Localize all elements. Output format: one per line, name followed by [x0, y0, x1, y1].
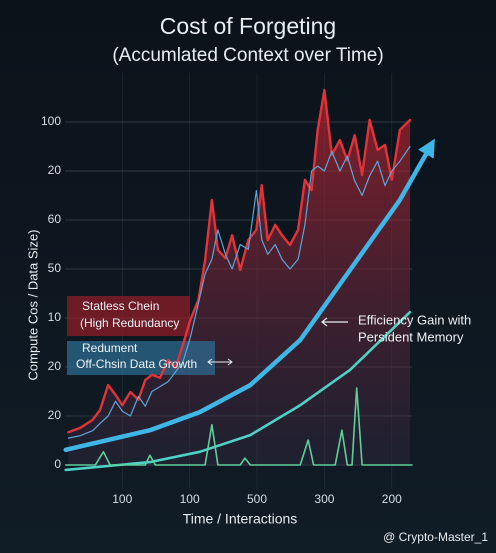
- data-line: [64, 387, 413, 466]
- y-tick-label: 20: [48, 359, 62, 373]
- annotation: Off-Chsin Data Growth: [76, 357, 197, 371]
- x-tick-label: 500: [247, 492, 267, 506]
- x-tick-label: 200: [382, 492, 402, 506]
- data-line: [67, 145, 411, 439]
- lines: [63, 88, 435, 472]
- y-tick-label: 10: [48, 310, 62, 324]
- areas: [68, 90, 411, 465]
- area-fill: [68, 90, 411, 465]
- x-tick-label: 100: [112, 492, 132, 506]
- data-line: [67, 88, 412, 434]
- x-tick-label: 300: [314, 492, 334, 506]
- y-tick-label: 20: [48, 163, 62, 177]
- y-tick-label: 20: [48, 408, 62, 422]
- data-line: [63, 138, 435, 453]
- y-tick-label: 0: [54, 457, 61, 471]
- annotation-arrow: [321, 317, 348, 327]
- data-line: [64, 310, 412, 472]
- y-axis-label: Compute Cos / Data Size): [25, 229, 40, 380]
- annotation: (High Redundancy: [80, 316, 179, 330]
- annotation: Persident Memory: [358, 329, 464, 344]
- annotation: Efficiency Gain with: [358, 312, 471, 327]
- chart-subtitle: (Accumlated Context over Time): [112, 45, 383, 66]
- y-tick-label: 60: [48, 212, 62, 226]
- annotation-box: [67, 296, 190, 336]
- y-tick-label: 50: [48, 261, 62, 275]
- annotation-arrow: [207, 358, 233, 366]
- annotation: Statless Chein: [82, 299, 159, 313]
- x-axis-label: Time / Interactions: [183, 511, 298, 527]
- annotation-box: [67, 341, 215, 375]
- chart-title: Cost of Forgeting: [160, 13, 336, 39]
- annotation: Redument: [82, 341, 138, 355]
- x-tick-label: 100: [180, 492, 200, 506]
- y-tick-label: 100: [41, 114, 61, 128]
- watermark: @ Crypto-Master_1: [383, 530, 488, 544]
